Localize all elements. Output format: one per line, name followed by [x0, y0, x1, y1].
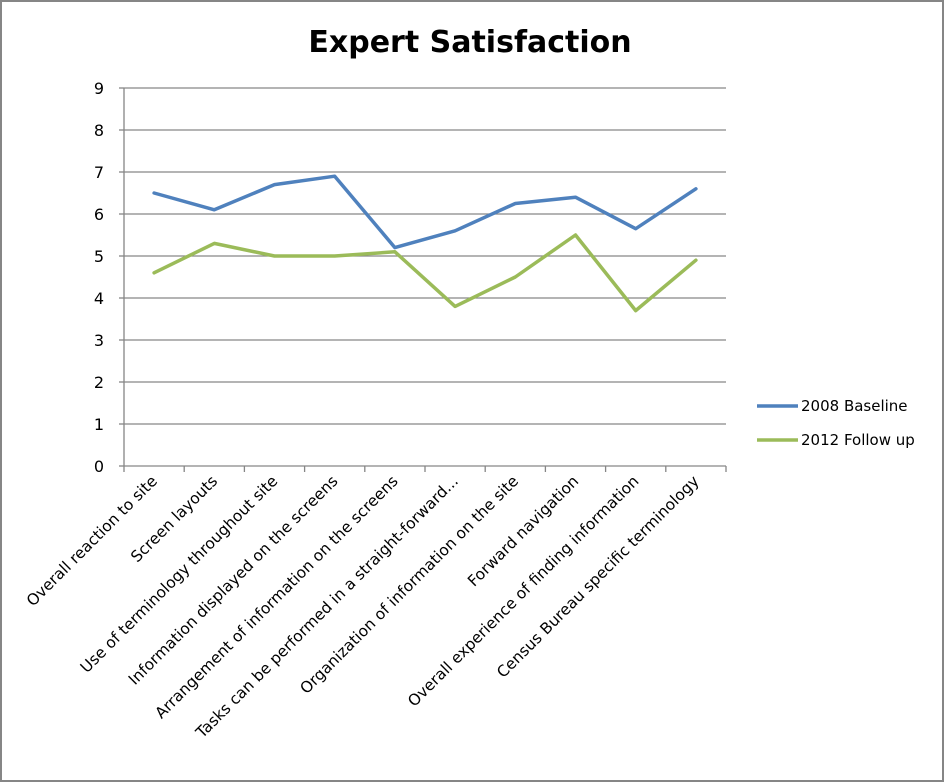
y-tick-label: 9: [94, 79, 104, 98]
y-tick-label: 2: [94, 373, 104, 392]
y-axis-tick-labels: 0 1 2 3 4 5 6 7 8 9: [94, 79, 104, 476]
x-tick-label: Organization of information on the site: [297, 472, 522, 697]
series-line-2012-follow-up: [152, 233, 698, 313]
x-tick-label: Information displayed on the screens: [125, 472, 342, 689]
x-tick-label: Forward navigation: [464, 472, 582, 590]
y-tick-label: 0: [94, 457, 104, 476]
legend: 2008 Baseline 2012 Follow up: [757, 397, 915, 449]
y-tick-label: 7: [94, 163, 104, 182]
y-tick-label: 1: [94, 415, 104, 434]
gridlines: [124, 87, 726, 425]
x-tick-label: Overall experience of finding informatio…: [404, 472, 642, 710]
y-tick-label: 4: [94, 289, 104, 308]
series-line-2008-baseline: [152, 174, 698, 250]
axes: [119, 87, 727, 472]
y-tick-label: 6: [94, 205, 104, 224]
y-tick-label: 8: [94, 121, 104, 140]
legend-label: 2008 Baseline: [801, 397, 908, 415]
legend-label: 2012 Follow up: [801, 431, 915, 449]
series-lines: [152, 174, 698, 313]
chart-title: Expert Satisfaction: [308, 25, 631, 60]
y-tick-label: 3: [94, 331, 104, 350]
y-tick-label: 5: [94, 247, 104, 266]
